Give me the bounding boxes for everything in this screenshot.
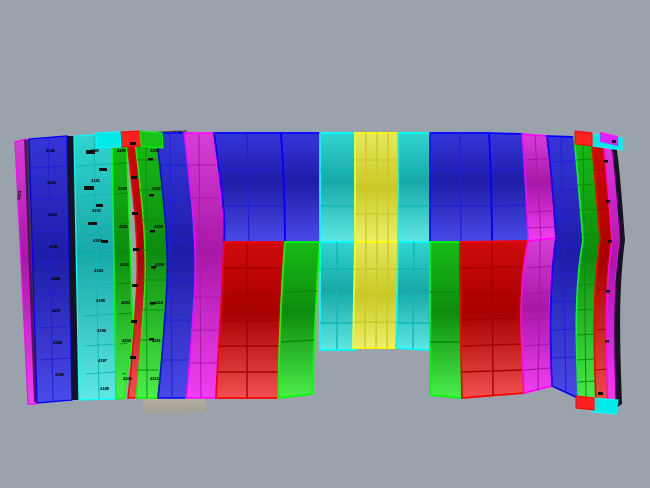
element-id-label: 4207: [152, 186, 162, 191]
web-blue1-mesh: [218, 133, 284, 243]
left-flange-separator-dark: [67, 136, 80, 400]
right-flange-edge-dark: [611, 143, 625, 408]
element-id-label: 4193: [93, 238, 103, 243]
web-top-block-blue-1[interactable]: [212, 132, 286, 243]
element-id-label: 4211: [152, 338, 161, 343]
left-flange-cap-green-top[interactable]: [139, 130, 164, 149]
web-blue4-mesh: [489, 168, 527, 207]
web-red-left-mesh: [217, 242, 284, 398]
element-id-label-rotated: 4213: [16, 190, 22, 200]
web-magenta-right-top-mesh: [522, 134, 555, 241]
left-flange-group[interactable]: [14, 132, 197, 405]
element-id-label: 4196: [97, 328, 107, 333]
element-id-label: 4192: [92, 208, 102, 213]
element-id-label: 4202: [120, 262, 130, 267]
right-flange-blue-mesh: [548, 136, 583, 393]
element-id-label: 4199: [117, 148, 127, 153]
element-id-label: 4184: [48, 212, 58, 217]
web-cyan-lower-left-mesh: [320, 242, 355, 350]
web-red-right-mesh: [459, 241, 528, 397]
element-id-label: 4186: [51, 276, 61, 281]
element-id-label: 4200: [118, 186, 128, 191]
web-top-block-cyan-right[interactable]: [397, 132, 431, 243]
right-flange-cap-cyan-bottom[interactable]: [591, 397, 619, 415]
web-cyan-right-top-mesh: [398, 169, 430, 207]
element-id-label: 4189: [55, 372, 65, 377]
element-id-label: 4203: [121, 300, 131, 305]
right-flange-group[interactable]: [546, 130, 625, 415]
element-id-label: 4209: [155, 262, 165, 267]
element-id-label: 4197: [98, 358, 108, 363]
web-magenta-left-mesh: [187, 133, 222, 399]
element-id-label-group: 4182 4183 4184 4185 4186 4187 4188 4189 …: [16, 148, 165, 391]
right-flange-cap-red-bottom[interactable]: [575, 395, 595, 411]
web-top-block-cyan-left[interactable]: [319, 132, 356, 243]
left-flange-cap-cyan-top[interactable]: [95, 131, 122, 149]
web-magenta-right-lower-mesh: [523, 239, 555, 391]
web-cyan-left-top-mesh: [320, 169, 355, 207]
element-id-label: 4182: [46, 148, 56, 153]
web-top-block-blue-2[interactable]: [280, 132, 321, 243]
element-id-label: 4188: [53, 340, 63, 345]
element-id-label: 4198: [100, 386, 110, 391]
element-id-label: 4206: [150, 148, 160, 153]
element-id-label: 4195: [96, 298, 106, 303]
web-blue3-mesh: [430, 132, 491, 243]
left-flange-green-mesh: [112, 162, 133, 375]
left-flange-blue2-mesh: [159, 133, 192, 399]
left-flange-speckle: [84, 150, 108, 243]
element-id-label: 4204: [122, 338, 132, 343]
element-id-label: 4201: [119, 224, 129, 229]
left-flange-band-magenta[interactable]: [14, 138, 37, 405]
right-flange-cap-red-top[interactable]: [574, 130, 593, 147]
web-top-block-blue-4[interactable]: [488, 132, 529, 243]
element-id-label: 4183: [47, 180, 57, 185]
web-cyan-lower-right-mesh: [397, 241, 430, 350]
web-green-right-mesh: [430, 291, 461, 343]
element-id-label: 4212: [150, 376, 160, 381]
element-id-label: 4191: [91, 178, 101, 183]
web-yellow-lower-mesh: [354, 241, 398, 349]
element-id-label: 4185: [49, 244, 59, 249]
right-flange-green-mesh: [574, 137, 599, 403]
element-id-label: 4210: [154, 300, 164, 305]
element-id-label: 4190: [90, 148, 100, 153]
element-id-label: 4194: [94, 268, 104, 273]
element-id-label: 4187: [52, 308, 62, 313]
render-noise-group: [130, 140, 616, 395]
web-lower-block-green-right[interactable]: [429, 241, 463, 399]
left-flange-cyan-mesh: [75, 134, 117, 400]
element-id-label: 4208: [154, 224, 164, 229]
web-yellow-top-mesh: [355, 133, 398, 242]
web-lower-block-green-left[interactable]: [277, 241, 321, 400]
right-flange-red-mesh: [592, 168, 611, 371]
left-flange-caps: [95, 130, 164, 149]
element-id-label: 4205: [123, 376, 133, 381]
web-green-left-mesh: [280, 290, 318, 343]
left-flange-blue-mesh: [30, 136, 72, 402]
